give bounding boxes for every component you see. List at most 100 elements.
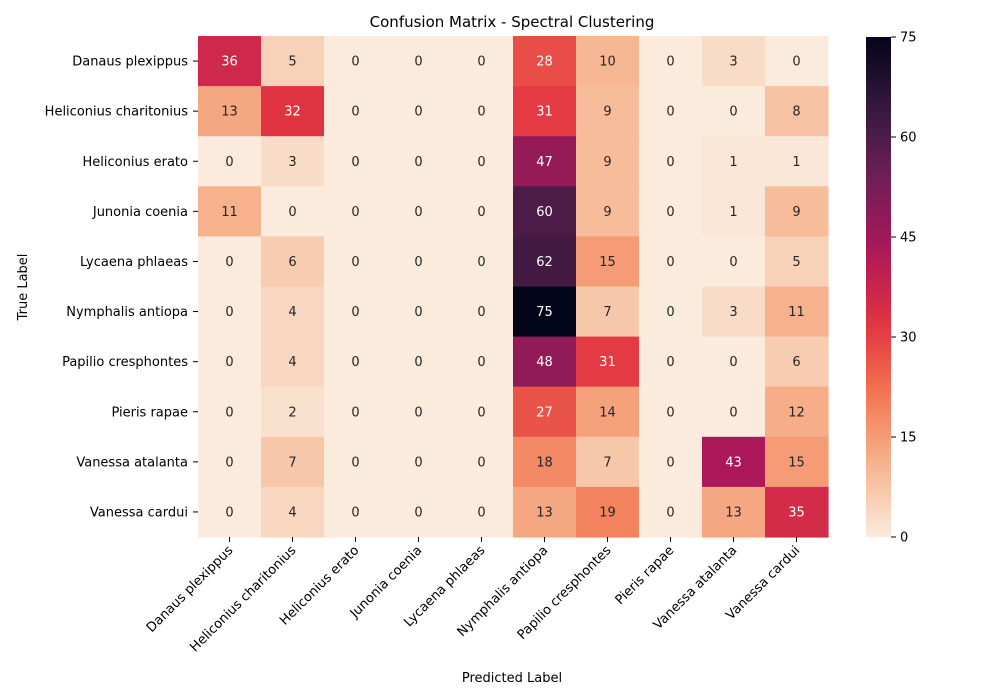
heatmap-cell: [198, 36, 262, 87]
heatmap-cell: [576, 186, 640, 237]
cell-value-label: 0: [351, 55, 359, 70]
heatmap-cell: [513, 386, 577, 438]
cell-value-label: 27: [536, 405, 553, 420]
cell-value-label: 0: [477, 105, 485, 120]
heatmap-cell: [324, 386, 388, 438]
heatmap-cell: [639, 386, 703, 438]
heatmap-cell: [198, 386, 262, 438]
heatmap-cell: [639, 136, 703, 187]
cell-value-label: 0: [351, 255, 359, 270]
heatmap-cell: [513, 186, 577, 237]
heatmap-cell: [765, 236, 829, 288]
cell-value-label: 0: [666, 355, 674, 370]
cell-value-label: 4: [288, 305, 296, 320]
cell-value-label: 31: [536, 105, 553, 120]
y-tick-label: Heliconius charitonius: [45, 105, 189, 120]
cell-value-label: 0: [225, 155, 233, 170]
heatmap-cell: [576, 236, 640, 288]
y-tick-label: Vanessa atalanta: [76, 455, 188, 470]
cell-value-label: 0: [414, 155, 422, 170]
cell-value-label: 0: [477, 405, 485, 420]
heatmap-cell: [702, 286, 766, 338]
heatmap-cell: [765, 36, 829, 87]
heatmap-cell: [765, 386, 829, 438]
heatmap-cell: [387, 486, 451, 538]
heatmap-cell: [702, 386, 766, 438]
heatmap-cell: [639, 36, 703, 87]
heatmap-cell: [261, 36, 325, 87]
cell-value-label: 0: [477, 155, 485, 170]
heatmap-cell: [513, 336, 577, 388]
heatmap-cell: [765, 286, 829, 338]
y-axis-label: True Label: [16, 254, 31, 322]
cell-value-label: 0: [414, 105, 422, 120]
heatmap-cell: [261, 486, 325, 538]
heatmap-cell: [261, 386, 325, 438]
cell-value-label: 12: [788, 405, 805, 420]
colorbar-tick-label: 75: [900, 31, 917, 46]
heatmap-cell: [324, 86, 388, 137]
cell-value-label: 47: [536, 155, 553, 170]
cell-value-label: 48: [536, 355, 553, 370]
cell-value-label: 0: [414, 355, 422, 370]
heatmap-cell: [324, 136, 388, 187]
y-axis-ticks: Danaus plexippus Heliconius charitonius He…: [45, 55, 198, 520]
y-tick-label: Papilio cresphontes: [62, 355, 188, 370]
colorbar-tick-label: 0: [900, 531, 908, 546]
heatmap-cell: [324, 186, 388, 237]
heatmap-cell: [387, 86, 451, 137]
heatmap-cell: [387, 336, 451, 388]
heatmap-cell: [450, 86, 514, 137]
heatmap-cell: [387, 386, 451, 438]
x-tick-label: Pieris rapae: [613, 543, 678, 608]
cell-value-label: 7: [603, 455, 611, 470]
heatmap-cell: [450, 236, 514, 288]
heatmap-cell: [576, 436, 640, 488]
colorbar-tick-label: 30: [900, 331, 917, 346]
y-tick-label: Lycaena phlaeas: [80, 255, 188, 270]
cell-value-label: 0: [666, 105, 674, 120]
heatmap-cell: [765, 336, 829, 388]
cell-value-label: 0: [351, 155, 359, 170]
cell-value-label: 36: [221, 55, 238, 70]
heatmap-cell: [765, 86, 829, 137]
cell-value-label: 0: [477, 455, 485, 470]
cell-value-label: 9: [792, 205, 800, 220]
heatmap-cell: [198, 286, 262, 338]
heatmap-cell: [765, 436, 829, 488]
heatmap-cell: [639, 286, 703, 338]
cell-value-label: 0: [414, 255, 422, 270]
cell-value-label: 0: [351, 355, 359, 370]
heatmap-cell: [702, 236, 766, 288]
cell-value-label: 8: [792, 105, 800, 120]
heatmap-cell: [576, 136, 640, 187]
cell-value-label: 0: [288, 205, 296, 220]
heatmap-cell: [261, 336, 325, 388]
heatmap-cell: [324, 336, 388, 388]
cell-value-label: 35: [788, 505, 805, 520]
cell-value-label: 0: [351, 405, 359, 420]
heatmap-cell: [513, 36, 577, 87]
heatmap-cell: [450, 186, 514, 237]
cell-value-label: 6: [288, 255, 296, 270]
cell-value-label: 0: [477, 205, 485, 220]
heatmap-cell: [702, 436, 766, 488]
heatmap-cell: [765, 136, 829, 187]
heatmap-cell: [576, 336, 640, 388]
cell-value-label: 11: [221, 205, 238, 220]
heatmap-cell: [387, 186, 451, 237]
colorbar-ticks: 0 15 30 45 60 75: [891, 31, 917, 546]
heatmap-cell: [702, 86, 766, 137]
heatmap-cell: [387, 136, 451, 187]
cell-value-label: 0: [351, 455, 359, 470]
heatmap-cell: [513, 486, 577, 538]
heatmap-cell: [639, 486, 703, 538]
heatmap-cell: [450, 36, 514, 87]
cell-value-label: 0: [414, 505, 422, 520]
cell-value-label: 0: [792, 55, 800, 70]
cell-value-label: 0: [351, 305, 359, 320]
heatmap-cell: [702, 36, 766, 87]
heatmap-cell: [261, 186, 325, 237]
cell-value-label: 0: [477, 505, 485, 520]
cell-value-label: 15: [788, 455, 805, 470]
